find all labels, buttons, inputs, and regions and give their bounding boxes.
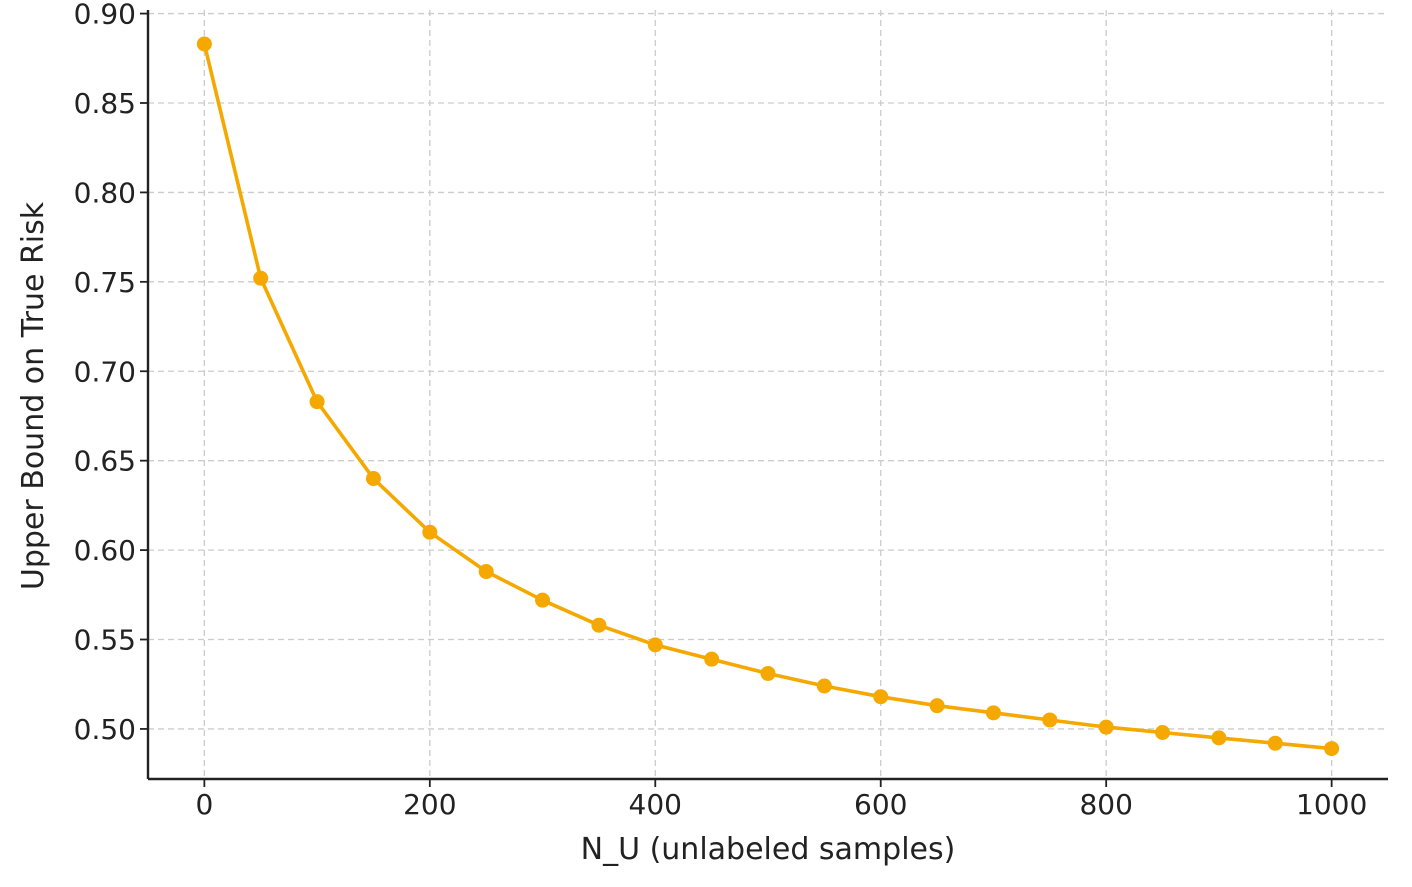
data-point — [535, 592, 551, 608]
y-tick-label: 0.90 — [74, 0, 136, 31]
y-tick-label: 0.55 — [74, 624, 136, 657]
axis-labels: 0 200 400 600 800 1000 0.50 0.55 0.60 0.65 0.70 0.7… — [74, 0, 1368, 821]
x-tick-label: 200 — [403, 788, 456, 821]
axes — [140, 10, 1388, 787]
data-point — [816, 678, 832, 694]
data-point — [591, 617, 607, 633]
data-point — [365, 471, 381, 487]
x-tick-label: 600 — [854, 788, 907, 821]
data-point — [478, 564, 494, 580]
data-point — [1211, 730, 1227, 746]
data-point — [1267, 735, 1283, 751]
data-point — [704, 651, 720, 667]
y-tick-label: 0.50 — [74, 713, 136, 746]
grid-lines — [148, 10, 1388, 779]
data-point — [873, 689, 889, 705]
data-point — [309, 394, 325, 410]
series-line — [202, 42, 1334, 751]
data-point — [760, 665, 776, 681]
data-series — [196, 36, 1340, 757]
data-point — [929, 698, 945, 714]
y-tick-label: 0.70 — [74, 355, 136, 388]
data-point — [985, 705, 1001, 721]
y-tick-label: 0.75 — [74, 266, 136, 299]
x-tick-label: 0 — [195, 788, 213, 821]
y-tick-label: 0.80 — [74, 176, 136, 209]
x-tick-label: 800 — [1079, 788, 1132, 821]
data-point — [1155, 725, 1171, 741]
data-point — [1042, 712, 1058, 728]
data-point — [1324, 741, 1340, 757]
data-point — [253, 270, 269, 286]
data-point — [196, 36, 212, 52]
x-axis-title: N_U (unlabeled samples) — [581, 832, 956, 867]
y-axis-title: Upper Bound on True Risk — [16, 201, 51, 590]
data-point — [647, 637, 663, 653]
data-point — [1098, 719, 1114, 735]
y-tick-label: 0.85 — [74, 87, 136, 120]
y-tick-label: 0.60 — [74, 534, 136, 567]
x-tick-label: 400 — [629, 788, 682, 821]
x-tick-label: 1000 — [1296, 788, 1367, 821]
data-point — [422, 524, 438, 540]
y-tick-label: 0.65 — [74, 445, 136, 478]
